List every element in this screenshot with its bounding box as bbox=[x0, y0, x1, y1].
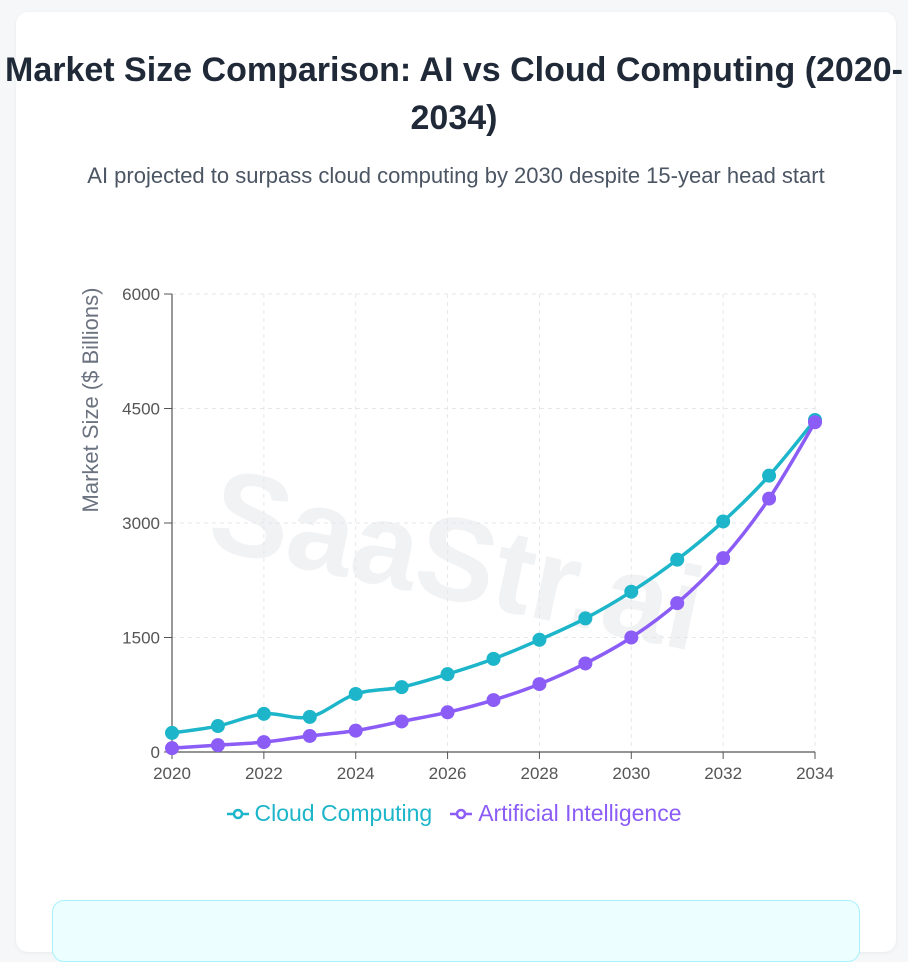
x-tick-label: 2026 bbox=[429, 764, 467, 783]
x-tick-label: 2028 bbox=[521, 764, 559, 783]
x-tick-label: 2020 bbox=[153, 764, 191, 783]
data-point-artificial-intelligence bbox=[762, 491, 777, 506]
series bbox=[165, 412, 822, 756]
axes: 0 1500 3000 4500 6000 2020 2022 2024 2026 2028 203… bbox=[122, 285, 834, 783]
y-axis-label: Market Size ($ Billions) bbox=[78, 288, 103, 513]
data-point-cloud-computing bbox=[486, 651, 501, 666]
data-point-artificial-intelligence bbox=[670, 596, 685, 611]
data-point-artificial-intelligence bbox=[486, 693, 501, 708]
data-point-cloud-computing bbox=[165, 725, 179, 740]
data-point-cloud-computing bbox=[532, 632, 547, 647]
x-tick-label: 2022 bbox=[245, 764, 283, 783]
x-tick-label: 2024 bbox=[337, 764, 375, 783]
y-tick-label: 6000 bbox=[122, 285, 160, 304]
legend: Cloud Computing Artificial Intelligence bbox=[0, 800, 908, 827]
data-point-artificial-intelligence bbox=[165, 741, 179, 756]
data-point-cloud-computing bbox=[440, 667, 455, 682]
y-tick-label: 3000 bbox=[122, 514, 160, 533]
data-point-artificial-intelligence bbox=[302, 728, 317, 743]
data-point-artificial-intelligence bbox=[532, 677, 547, 692]
legend-item-cloud-computing[interactable]: Cloud Computing bbox=[226, 800, 433, 827]
data-point-artificial-intelligence bbox=[624, 630, 639, 645]
grid bbox=[172, 293, 816, 752]
watermark: SaaStr.ai bbox=[200, 444, 715, 677]
data-point-artificial-intelligence bbox=[256, 735, 271, 750]
legend-label: Artificial Intelligence bbox=[478, 800, 682, 826]
chart-subtitle: AI projected to surpass cloud computing … bbox=[87, 163, 825, 188]
data-point-artificial-intelligence bbox=[348, 723, 363, 738]
data-point-artificial-intelligence bbox=[440, 705, 455, 720]
line-chart: SaaStr.ai 0 1500 3000 4500 6000 2020 2022 2024 2… bbox=[78, 285, 834, 783]
y-tick-label: 4500 bbox=[122, 400, 160, 419]
data-point-cloud-computing bbox=[348, 686, 363, 701]
data-point-artificial-intelligence bbox=[394, 714, 409, 729]
x-tick-label: 2034 bbox=[796, 764, 834, 783]
data-point-cloud-computing bbox=[256, 706, 271, 721]
x-tick-label: 2032 bbox=[704, 764, 742, 783]
data-point-cloud-computing bbox=[210, 719, 225, 734]
data-point-artificial-intelligence bbox=[716, 551, 731, 566]
data-point-cloud-computing bbox=[716, 514, 731, 529]
insight-callout bbox=[52, 900, 860, 962]
data-point-cloud-computing bbox=[578, 611, 593, 626]
data-point-cloud-computing bbox=[302, 709, 317, 724]
x-tick-label: 2030 bbox=[612, 764, 650, 783]
chart-card bbox=[16, 12, 896, 952]
data-point-artificial-intelligence bbox=[210, 738, 225, 753]
data-point-cloud-computing bbox=[394, 680, 409, 695]
line-marker-icon bbox=[226, 808, 249, 819]
data-point-artificial-intelligence bbox=[578, 656, 593, 671]
data-point-artificial-intelligence bbox=[808, 415, 822, 430]
legend-item-artificial-intelligence[interactable]: Artificial Intelligence bbox=[450, 800, 681, 827]
chart-title: Market Size Comparison: AI vs Cloud Comp… bbox=[5, 51, 903, 137]
data-point-cloud-computing bbox=[762, 468, 777, 483]
line-marker-icon bbox=[450, 808, 473, 819]
y-tick-label: 1500 bbox=[122, 629, 160, 648]
legend-label: Cloud Computing bbox=[254, 800, 433, 826]
data-point-cloud-computing bbox=[624, 584, 639, 599]
data-point-cloud-computing bbox=[670, 552, 685, 567]
y-tick-label: 0 bbox=[151, 743, 160, 762]
